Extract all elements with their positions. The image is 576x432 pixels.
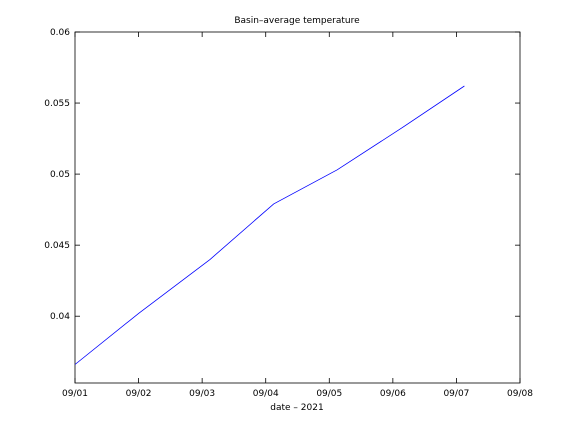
y-tick-label: 0.06 xyxy=(50,28,70,38)
x-tick-label: 09/01 xyxy=(62,389,88,399)
x-axis-label: date – 2021 xyxy=(270,403,323,413)
x-tick-label: 09/02 xyxy=(126,389,152,399)
x-tick-label: 09/04 xyxy=(253,389,279,399)
y-tick-label: 0.055 xyxy=(44,99,70,109)
x-tick-label: 09/08 xyxy=(507,389,533,399)
plot-area xyxy=(74,31,521,384)
y-tick-label: 0.04 xyxy=(50,312,70,322)
series-layer xyxy=(74,85,465,365)
x-tick-label: 09/03 xyxy=(189,389,215,399)
chart-title: Basin–average temperature xyxy=(234,16,360,26)
x-tick-label: 09/06 xyxy=(380,389,406,399)
y-axis-ticks: 0.04 0.045 0.05 0.055 0.06 xyxy=(44,28,520,322)
series-line xyxy=(74,85,465,365)
y-tick-label: 0.045 xyxy=(44,241,70,251)
x-tick-label: 09/07 xyxy=(443,389,469,399)
y-tick-label: 0.05 xyxy=(50,170,70,180)
x-tick-label: 09/05 xyxy=(316,389,342,399)
x-axis-ticks: 09/01 09/02 09/03 09/04 09/05 09/06 09/07 09/08 xyxy=(62,32,533,399)
